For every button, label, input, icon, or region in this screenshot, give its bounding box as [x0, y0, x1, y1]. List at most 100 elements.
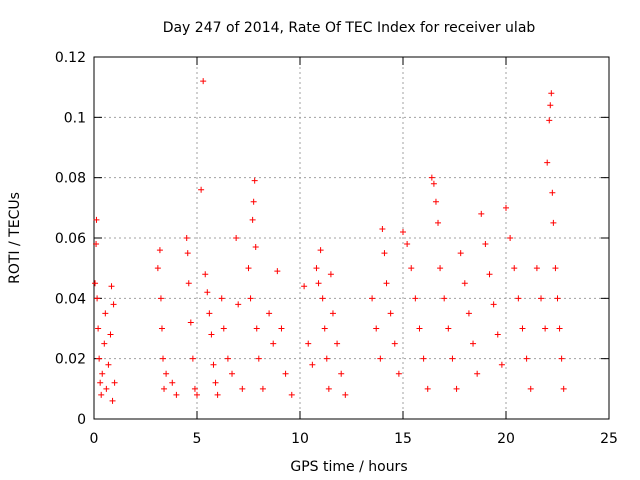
- y-tick-label: 0.06: [55, 231, 86, 247]
- y-tick-label: 0.08: [55, 171, 86, 187]
- data-point: [220, 325, 227, 332]
- data-point: [550, 219, 557, 226]
- data-point: [453, 385, 460, 392]
- data-point: [156, 247, 163, 254]
- data-point: [270, 340, 277, 347]
- data-point: [251, 177, 258, 184]
- data-point: [560, 385, 567, 392]
- data-point: [412, 295, 419, 302]
- data-point: [187, 319, 194, 326]
- plot-frame: [93, 56, 610, 420]
- data-point: [549, 189, 556, 196]
- x-tick-label: 0: [90, 431, 99, 447]
- data-point: [445, 325, 452, 332]
- data-point: [416, 325, 423, 332]
- data-point: [250, 198, 257, 205]
- data-point: [245, 265, 252, 272]
- x-axis-label: GPS time / hours: [290, 459, 407, 475]
- tick-marks: [93, 56, 610, 420]
- data-point: [95, 325, 102, 332]
- data-point: [327, 271, 334, 278]
- data-point: [404, 241, 411, 248]
- data-point: [387, 310, 394, 317]
- data-point: [163, 370, 170, 377]
- data-point: [233, 235, 240, 241]
- data-point: [400, 228, 406, 235]
- data-point: [235, 301, 242, 308]
- data-point: [317, 247, 324, 254]
- data-point: [109, 397, 116, 404]
- data-point: [212, 379, 219, 386]
- data-point: [420, 355, 427, 362]
- data-point: [239, 385, 246, 392]
- data-point: [198, 186, 205, 193]
- y-tick-label: 0.12: [55, 50, 86, 66]
- data-points: [92, 78, 567, 404]
- data-point: [507, 235, 514, 241]
- data-point: [204, 289, 211, 296]
- data-point: [486, 271, 493, 278]
- data-point: [309, 361, 316, 368]
- data-point: [214, 391, 221, 398]
- data-point: [259, 385, 266, 392]
- data-point: [99, 370, 106, 377]
- data-point: [391, 340, 398, 347]
- data-point: [305, 340, 312, 347]
- data-point: [494, 331, 501, 338]
- data-point: [381, 250, 388, 257]
- data-point: [157, 295, 164, 302]
- data-point: [92, 280, 99, 287]
- data-point: [544, 159, 551, 166]
- data-point: [313, 265, 320, 272]
- y-axis-label: ROTI / TECUs: [7, 192, 23, 284]
- data-point: [96, 355, 103, 362]
- data-point: [319, 295, 326, 302]
- data-point: [547, 102, 554, 109]
- data-point: [200, 78, 207, 85]
- data-point: [191, 385, 198, 392]
- data-point: [266, 310, 273, 317]
- data-point: [185, 280, 192, 287]
- data-point: [329, 310, 336, 317]
- data-point: [189, 355, 196, 362]
- data-point: [428, 174, 435, 181]
- data-point: [101, 340, 108, 347]
- data-point: [274, 268, 281, 275]
- data-point: [457, 250, 464, 257]
- data-point: [252, 244, 259, 251]
- data-point: [323, 355, 330, 362]
- data-point: [247, 295, 254, 302]
- data-point: [435, 219, 442, 226]
- data-point: [334, 340, 341, 347]
- y-tick-label: 0.02: [55, 352, 86, 368]
- data-point: [538, 295, 545, 302]
- data-point: [183, 235, 190, 241]
- data-point: [184, 250, 191, 257]
- data-point: [282, 370, 289, 377]
- data-point: [556, 325, 563, 332]
- x-tick-label: 5: [193, 431, 202, 447]
- data-point: [490, 301, 497, 308]
- data-point: [424, 385, 431, 392]
- data-point: [160, 355, 167, 362]
- data-point: [432, 198, 439, 205]
- data-point: [194, 391, 200, 398]
- data-point: [102, 310, 109, 317]
- data-point: [229, 370, 236, 377]
- data-point: [169, 379, 176, 386]
- data-point: [474, 370, 481, 377]
- data-point: [218, 295, 225, 302]
- data-point: [519, 325, 526, 332]
- y-tick-labels: 0 0.02 0.04 0.06 0.08 0.1 0.12: [55, 50, 86, 428]
- data-point: [108, 283, 115, 290]
- data-point: [542, 325, 549, 332]
- data-point: [342, 391, 349, 398]
- data-point: [103, 385, 110, 392]
- data-point: [315, 280, 322, 287]
- data-point: [430, 180, 437, 187]
- data-point: [441, 295, 448, 302]
- data-point: [558, 355, 565, 362]
- data-point: [373, 325, 380, 332]
- data-point: [93, 216, 100, 223]
- data-point: [107, 331, 114, 338]
